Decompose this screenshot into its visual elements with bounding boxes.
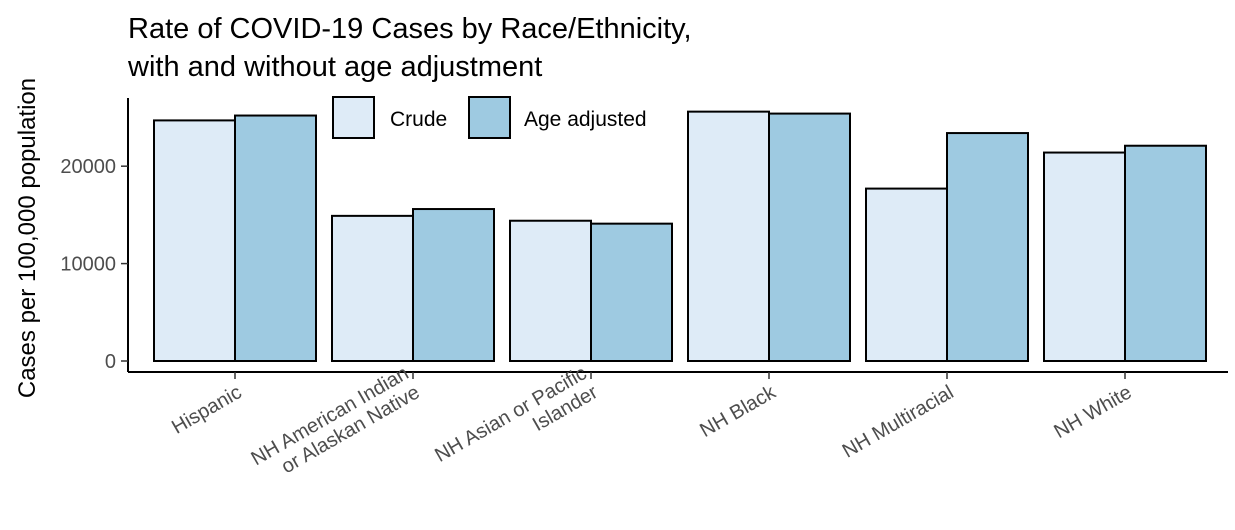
legend-swatch bbox=[332, 96, 375, 139]
y-axis-label: Cases per 100,000 population bbox=[14, 78, 41, 398]
chart-title-line: with and without age adjustment bbox=[127, 51, 542, 83]
x-tick-label: NH White bbox=[1050, 381, 1135, 443]
x-tick-label-line: NH White bbox=[1050, 381, 1135, 443]
y-tick-label: 10000 bbox=[60, 254, 116, 276]
bar bbox=[509, 219, 592, 362]
bar bbox=[687, 110, 770, 362]
bar bbox=[153, 119, 236, 362]
y-tick-label: 20000 bbox=[60, 156, 116, 178]
x-tick-label: NH Black bbox=[696, 381, 780, 442]
bar bbox=[768, 112, 851, 362]
bar bbox=[865, 187, 948, 362]
legend-swatch bbox=[468, 96, 511, 139]
bar bbox=[946, 132, 1029, 362]
x-tick-label-line: NH Multiracial bbox=[839, 381, 958, 462]
bar bbox=[590, 222, 673, 362]
chart-title-line: Rate of COVID-19 Cases by Race/Ethnicity… bbox=[128, 13, 692, 45]
y-tick-label: 0 bbox=[105, 351, 116, 373]
x-tick-label-line: Hispanic bbox=[168, 381, 245, 438]
x-tick-label: NH Multiracial bbox=[839, 381, 958, 462]
x-tick-label: NH Asian or PacificIslander bbox=[431, 362, 602, 486]
bar bbox=[412, 208, 495, 362]
legend-label: Age adjusted bbox=[524, 108, 647, 131]
bar bbox=[331, 214, 414, 362]
bar bbox=[1124, 144, 1207, 362]
x-tick-label-line: NH Black bbox=[696, 381, 780, 442]
legend-label: Crude bbox=[390, 108, 447, 131]
bar bbox=[1043, 151, 1126, 362]
bar bbox=[234, 114, 317, 362]
x-tick-label: Hispanic bbox=[168, 381, 245, 438]
x-tick-label: NH American Indianor Alaskan Native bbox=[247, 362, 423, 489]
